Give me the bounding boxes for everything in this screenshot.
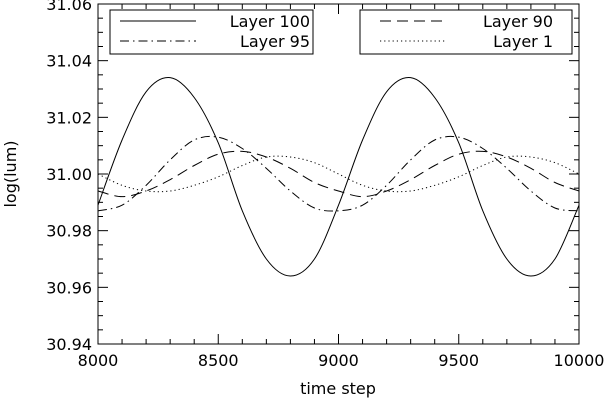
- series-line-layer-95: [97, 135, 580, 212]
- legend-label: Layer 90: [483, 12, 553, 31]
- y-tick-label: 30.96: [46, 278, 92, 297]
- x-tick-label: 8000: [78, 351, 119, 370]
- x-axis-label: time step: [300, 379, 376, 398]
- legend-label: Layer 100: [230, 12, 310, 31]
- x-tick-label: 9500: [438, 351, 479, 370]
- x-tick-label: 9000: [318, 351, 359, 370]
- series-line-layer-1: [97, 155, 580, 193]
- series-line-layer-90: [97, 150, 580, 198]
- tick-labels: 8000 8500 9000 9500 10000 30.94 30.96 30.98 31.0…: [46, 0, 604, 370]
- y-tick-label: 31.06: [46, 0, 92, 14]
- plot-frame: [97, 3, 580, 345]
- y-tick-label: 31.04: [46, 52, 92, 71]
- axis-ticks: [97, 3, 580, 345]
- series-lines: [97, 77, 580, 277]
- y-axis-label: log(lum): [1, 140, 20, 207]
- series-line-layer-100: [97, 77, 580, 277]
- legend-label: Layer 95: [240, 32, 310, 51]
- legend-box-left: [109, 9, 314, 55]
- y-tick-label: 31.00: [46, 165, 92, 184]
- y-tick-label: 31.02: [46, 108, 92, 127]
- legend-label: Layer 1: [493, 32, 553, 51]
- x-tick-label: 8500: [198, 351, 239, 370]
- x-tick-label: 10000: [554, 351, 605, 370]
- y-tick-label: 30.94: [46, 335, 92, 354]
- legend-box-right: [359, 9, 573, 55]
- y-tick-label: 30.98: [46, 222, 92, 241]
